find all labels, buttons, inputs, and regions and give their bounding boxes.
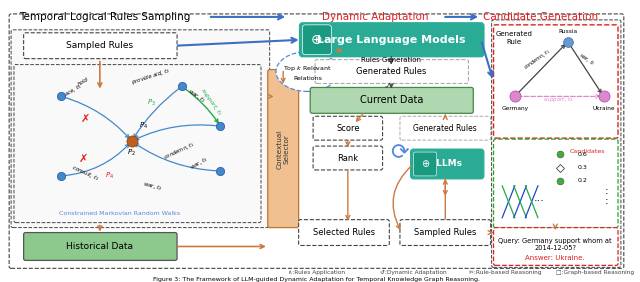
FancyBboxPatch shape (313, 146, 383, 170)
Text: $P_3$: $P_3$ (147, 98, 156, 109)
Text: support, $t_3$: support, $t_3$ (543, 95, 573, 104)
Text: peace, $t_5$: peace, $t_5$ (58, 81, 84, 102)
Text: :: : (605, 196, 608, 206)
Text: $P_2$: $P_2$ (127, 148, 136, 158)
Text: condemn, $t_1$: condemn, $t_1$ (522, 47, 552, 72)
Text: Score: Score (336, 124, 360, 133)
Text: Answer: Ukraine.: Answer: Ukraine. (525, 255, 585, 261)
Text: :: : (605, 186, 608, 196)
Text: $P_4$: $P_4$ (105, 171, 114, 181)
FancyBboxPatch shape (303, 25, 332, 55)
Text: Candidates: Candidates (570, 149, 605, 154)
Text: Query: Germany support whom at: Query: Germany support whom at (499, 237, 612, 244)
Text: provide aid, $t_2$: provide aid, $t_2$ (131, 66, 172, 87)
FancyBboxPatch shape (14, 65, 261, 222)
Text: ⟳: ⟳ (390, 143, 408, 163)
Text: Rank: Rank (337, 153, 358, 162)
Text: ✂:Rule-based Reasoning: ✂:Rule-based Reasoning (469, 270, 541, 275)
Text: condemn, $t_1$: condemn, $t_1$ (163, 140, 197, 162)
Text: Large Language Models: Large Language Models (317, 35, 465, 45)
FancyBboxPatch shape (400, 116, 491, 140)
Text: Rule: Rule (506, 39, 522, 45)
FancyBboxPatch shape (315, 60, 468, 83)
FancyBboxPatch shape (299, 220, 389, 246)
Text: Generated Rules: Generated Rules (356, 67, 426, 76)
Text: ✗: ✗ (79, 154, 88, 164)
Text: Ukraine: Ukraine (592, 106, 615, 111)
Text: Dynamic Adaptation: Dynamic Adaptation (322, 12, 428, 22)
Text: war, $t_2$: war, $t_2$ (142, 179, 164, 193)
Text: Sampled Rules: Sampled Rules (414, 228, 477, 237)
Text: consult, $t_1$: consult, $t_1$ (70, 163, 100, 183)
Text: 2014-12-05?: 2014-12-05? (534, 245, 576, 252)
FancyBboxPatch shape (410, 149, 484, 179)
FancyBboxPatch shape (300, 23, 484, 57)
Text: Temporal Logical Rules Sampling: Temporal Logical Rules Sampling (19, 12, 190, 22)
FancyBboxPatch shape (493, 25, 618, 138)
Text: $P_4$: $P_4$ (139, 121, 148, 131)
Text: 0.6: 0.6 (577, 151, 587, 157)
FancyBboxPatch shape (413, 152, 436, 176)
FancyBboxPatch shape (24, 233, 177, 260)
Text: Top $k$ Relevant: Top $k$ Relevant (283, 64, 332, 73)
FancyBboxPatch shape (493, 228, 618, 265)
Text: ⊕: ⊕ (311, 33, 323, 47)
Text: Figure 3: The Framework of LLM-guided Dynamic Adaptation for Temporal Knowledge : Figure 3: The Framework of LLM-guided Dy… (154, 277, 481, 282)
Text: Rules Generation: Rules Generation (361, 57, 421, 63)
Ellipse shape (276, 52, 339, 91)
FancyBboxPatch shape (493, 139, 618, 228)
FancyBboxPatch shape (9, 14, 624, 268)
Text: Selected Rules: Selected Rules (313, 228, 375, 237)
Text: □:Graph-based Reasoning: □:Graph-based Reasoning (556, 270, 634, 275)
Text: Contextual
Selector: Contextual Selector (276, 129, 290, 169)
Text: Sampled Rules: Sampled Rules (67, 41, 133, 50)
Text: ↺:Dynamic Adaptation: ↺:Dynamic Adaptation (380, 270, 447, 275)
FancyBboxPatch shape (492, 20, 621, 267)
Text: Russia: Russia (558, 29, 577, 34)
Text: 0.3: 0.3 (577, 166, 588, 170)
Text: Constrained Markovian Random Walks: Constrained Markovian Random Walks (59, 211, 180, 216)
Text: ···: ··· (534, 196, 545, 206)
Text: ∧:Rules Application: ∧:Rules Application (289, 270, 346, 275)
Text: Generated Rules: Generated Rules (413, 124, 477, 133)
Text: war, $t_1$: war, $t_1$ (186, 87, 207, 106)
Text: ✓: ✓ (383, 81, 392, 91)
Text: war, $t_2$: war, $t_2$ (188, 154, 210, 172)
Text: Historical Data: Historical Data (67, 242, 133, 251)
Text: 0.2: 0.2 (577, 179, 588, 183)
Text: ⊕: ⊕ (421, 159, 429, 169)
Text: ✗: ✗ (81, 114, 90, 124)
FancyBboxPatch shape (400, 220, 491, 246)
Text: Germany: Germany (501, 106, 529, 111)
Text: war, $t_2$: war, $t_2$ (577, 51, 597, 69)
Text: Generated: Generated (495, 31, 532, 37)
FancyBboxPatch shape (313, 116, 383, 140)
FancyBboxPatch shape (24, 33, 177, 59)
Text: hold: hold (77, 76, 90, 87)
FancyBboxPatch shape (11, 30, 269, 228)
Text: Current Data: Current Data (360, 95, 423, 105)
FancyBboxPatch shape (268, 70, 299, 228)
Text: Candidate Generation: Candidate Generation (483, 12, 598, 22)
Text: LLMs: LLMs (433, 160, 461, 168)
FancyBboxPatch shape (310, 87, 473, 113)
Text: Relations: Relations (293, 76, 322, 81)
Text: support, $t_1$: support, $t_1$ (198, 85, 224, 117)
